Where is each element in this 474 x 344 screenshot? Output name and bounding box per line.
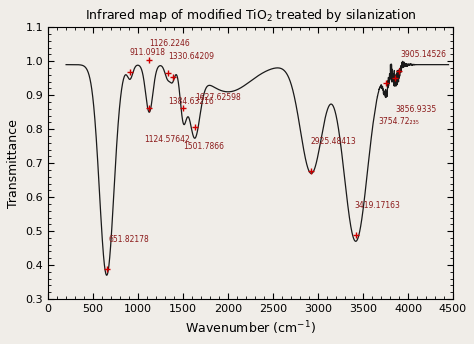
Title: Infrared map of modified TiO$_2$ treated by silanization: Infrared map of modified TiO$_2$ treated… [85, 7, 417, 24]
Text: 3754.72₂₃₅: 3754.72₂₃₅ [379, 117, 419, 126]
Text: 3419.17163: 3419.17163 [355, 201, 401, 210]
Text: 651.82178: 651.82178 [109, 235, 149, 244]
Text: 2925.48413: 2925.48413 [310, 137, 356, 146]
Text: 3905.14526: 3905.14526 [400, 50, 446, 59]
Text: 1124.57642: 1124.57642 [145, 135, 190, 144]
Text: 1126.2246: 1126.2246 [150, 39, 191, 48]
Text: 1627.62598: 1627.62598 [195, 93, 240, 102]
Y-axis label: Transmittance: Transmittance [7, 119, 20, 207]
Text: 1330.64209: 1330.64209 [168, 52, 214, 61]
Text: 1501.7866: 1501.7866 [183, 142, 224, 151]
Text: 911.0918: 911.0918 [129, 48, 165, 57]
Text: 1384.63216: 1384.63216 [168, 97, 213, 106]
X-axis label: Wavenumber (cm$^{-1}$): Wavenumber (cm$^{-1}$) [185, 320, 316, 337]
Text: 3856.9335: 3856.9335 [396, 105, 437, 114]
